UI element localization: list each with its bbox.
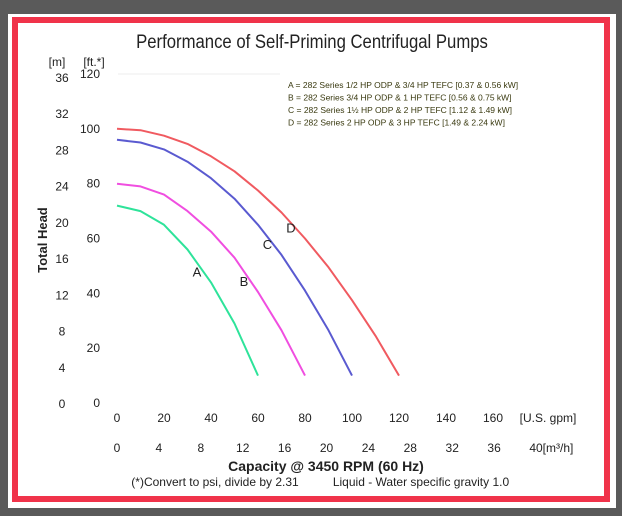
x-axis-label: Capacity @ 3450 RPM (60 Hz) [228, 458, 424, 474]
chart-border [12, 17, 610, 502]
note-liquid: Liquid - Water specific gravity 1.0 [333, 475, 510, 489]
x-tick-label-m3h: 32 [446, 441, 460, 455]
x-tick-label-m3h: 0 [114, 441, 121, 455]
x-tick-label-gpm: 140 [436, 411, 456, 425]
y-tick-label-ft: 20 [87, 341, 101, 355]
y-unit-primary: [ft.*] [83, 55, 104, 69]
y-tick-label-ft: 60 [87, 232, 101, 246]
y-tick-label-m: 20 [55, 216, 69, 230]
y-tick-label-ft: 80 [87, 177, 101, 191]
x-tick-label-gpm: 20 [157, 411, 171, 425]
x-tick-label-m3h: 8 [197, 441, 204, 455]
curve-C [116, 138, 353, 377]
y-tick-label-m: 16 [55, 252, 69, 266]
y-tick-label-m: 24 [55, 180, 69, 194]
legend-entry: A = 282 Series 1/2 HP ODP & 3/4 HP TEFC … [288, 80, 518, 90]
curve-label-B: B [240, 274, 249, 289]
y-tick-label-ft: 120 [80, 67, 100, 81]
x-tick-label-m3h: 16 [278, 441, 292, 455]
y-tick-label-m: 8 [59, 325, 66, 339]
y-tick-label-m: 36 [55, 71, 69, 85]
x-tick-label-gpm: 60 [251, 411, 265, 425]
x-tick-label-gpm: 160 [483, 411, 503, 425]
legend-entry: C = 282 Series 1½ HP ODP & 2 HP TEFC [1.… [288, 105, 512, 115]
x-unit-primary: [U.S. gpm] [520, 411, 577, 425]
chart-dialog [8, 14, 616, 508]
x-tick-label-m3h: 36 [487, 441, 501, 455]
x-unit-secondary: [m³/h] [543, 441, 574, 455]
y-tick-label-ft: 0 [93, 396, 100, 410]
y-tick-label-m: 28 [55, 143, 69, 157]
x-tick-label-m3h: 20 [320, 441, 334, 455]
legend: A = 282 Series 1/2 HP ODP & 3/4 HP TEFC … [288, 80, 518, 128]
x-tick-label-m3h: 40 [529, 441, 543, 455]
curve-D [116, 127, 400, 377]
curve-A [116, 204, 259, 377]
y-tick-label-m: 32 [55, 107, 69, 121]
y-tick-label-ft: 100 [80, 122, 100, 136]
x-tick-label-gpm: 120 [389, 411, 409, 425]
y-axis-label: Total Head [35, 207, 50, 273]
curve-B [116, 182, 306, 377]
y-tick-label-m: 0 [59, 397, 66, 411]
curve-label-C: C [263, 237, 272, 252]
x-tick-label-m3h: 28 [404, 441, 418, 455]
x-tick-label-m3h: 12 [236, 441, 250, 455]
y-unit-secondary: [m] [49, 55, 66, 69]
legend-entry: D = 282 Series 2 HP ODP & 3 HP TEFC [1.4… [288, 118, 505, 128]
curve-label-A: A [193, 264, 202, 279]
y-tick-label-ft: 40 [87, 286, 101, 300]
curve-label-D: D [286, 221, 295, 236]
y-tick-label-m: 4 [59, 361, 66, 375]
y-tick-label-m: 12 [55, 288, 69, 302]
x-tick-label-m3h: 4 [156, 441, 163, 455]
x-tick-label-m3h: 24 [362, 441, 376, 455]
note-psi: (*)Convert to psi, divide by 2.31 [131, 475, 299, 489]
chart-title: Performance of Self-Priming Centrifugal … [136, 31, 488, 52]
x-tick-label-gpm: 40 [204, 411, 218, 425]
x-tick-label-gpm: 100 [342, 411, 362, 425]
x-tick-label-gpm: 80 [298, 411, 312, 425]
x-tick-label-gpm: 0 [114, 411, 121, 425]
legend-entry: B = 282 Series 3/4 HP ODP & 1 HP TEFC [0… [288, 93, 512, 103]
